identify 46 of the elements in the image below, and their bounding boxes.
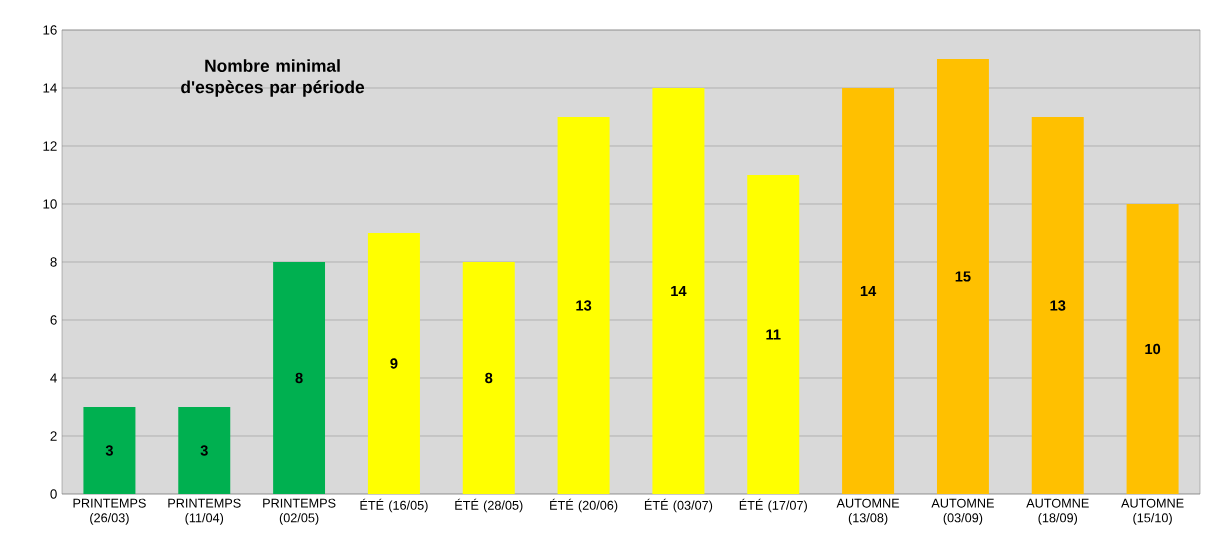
bar [367, 232, 420, 494]
data-label: 11 [766, 329, 781, 340]
bar [1031, 116, 1084, 494]
bar [273, 261, 326, 494]
data-label: 8 [485, 372, 493, 384]
x-tick-label: ÉTÉ (03/07) [644, 498, 713, 513]
y-tick-label: 2 [50, 431, 57, 441]
y-tick-label: 4 [50, 373, 57, 383]
x-tick-label: ÉTÉ (17/07) [739, 498, 807, 513]
data-label: 3 [200, 445, 208, 456]
data-label: 10 [1145, 343, 1161, 355]
y-tick-label: 14 [43, 83, 57, 93]
y-tick-label: 16 [43, 25, 57, 35]
text: Nombre minimal d'espèces par période [181, 59, 365, 97]
y-tick-label: 6 [50, 315, 57, 325]
y-tick-label: 10 [43, 199, 57, 209]
x-tick-label: ÉTÉ (28/05) [455, 498, 523, 513]
bar [557, 116, 610, 494]
bar [178, 406, 231, 494]
x-tick-label: ÉTÉ (20/06) [550, 498, 618, 513]
x-tick-label: PRINTEMPS (02/05) [263, 498, 336, 525]
data-label: 14 [671, 285, 687, 297]
x-tick-label: AUTOMNE (03/09) [931, 498, 994, 525]
bar [83, 406, 136, 494]
x-tick-label: ÉTÉ (16/05) [360, 498, 428, 513]
data-label: 8 [295, 372, 303, 384]
bar [1126, 203, 1179, 494]
data-label: 15 [955, 271, 971, 282]
bar [842, 87, 895, 494]
bar [462, 261, 515, 494]
y-tick-label: 12 [43, 141, 57, 151]
data-label: 14 [860, 285, 877, 297]
bar [747, 174, 800, 494]
data-label: 13 [1050, 300, 1066, 311]
data-label: 9 [390, 358, 398, 369]
x-tick-label: AUTOMNE (15/10) [1121, 498, 1184, 525]
data-label: 13 [576, 300, 592, 311]
x-tick-label: PRINTEMPS (11/04) [168, 498, 241, 525]
y-tick-label: 0 [50, 489, 57, 499]
bar [936, 59, 989, 494]
y-tick-label: 8 [50, 257, 57, 267]
x-tick-label: AUTOMNE (18/09) [1026, 498, 1089, 525]
x-tick-label: AUTOMNE (13/08) [836, 498, 900, 525]
bar [652, 87, 705, 494]
data-label: 3 [105, 445, 113, 456]
x-tick-label: PRINTEMPS (26/03) [73, 498, 146, 525]
